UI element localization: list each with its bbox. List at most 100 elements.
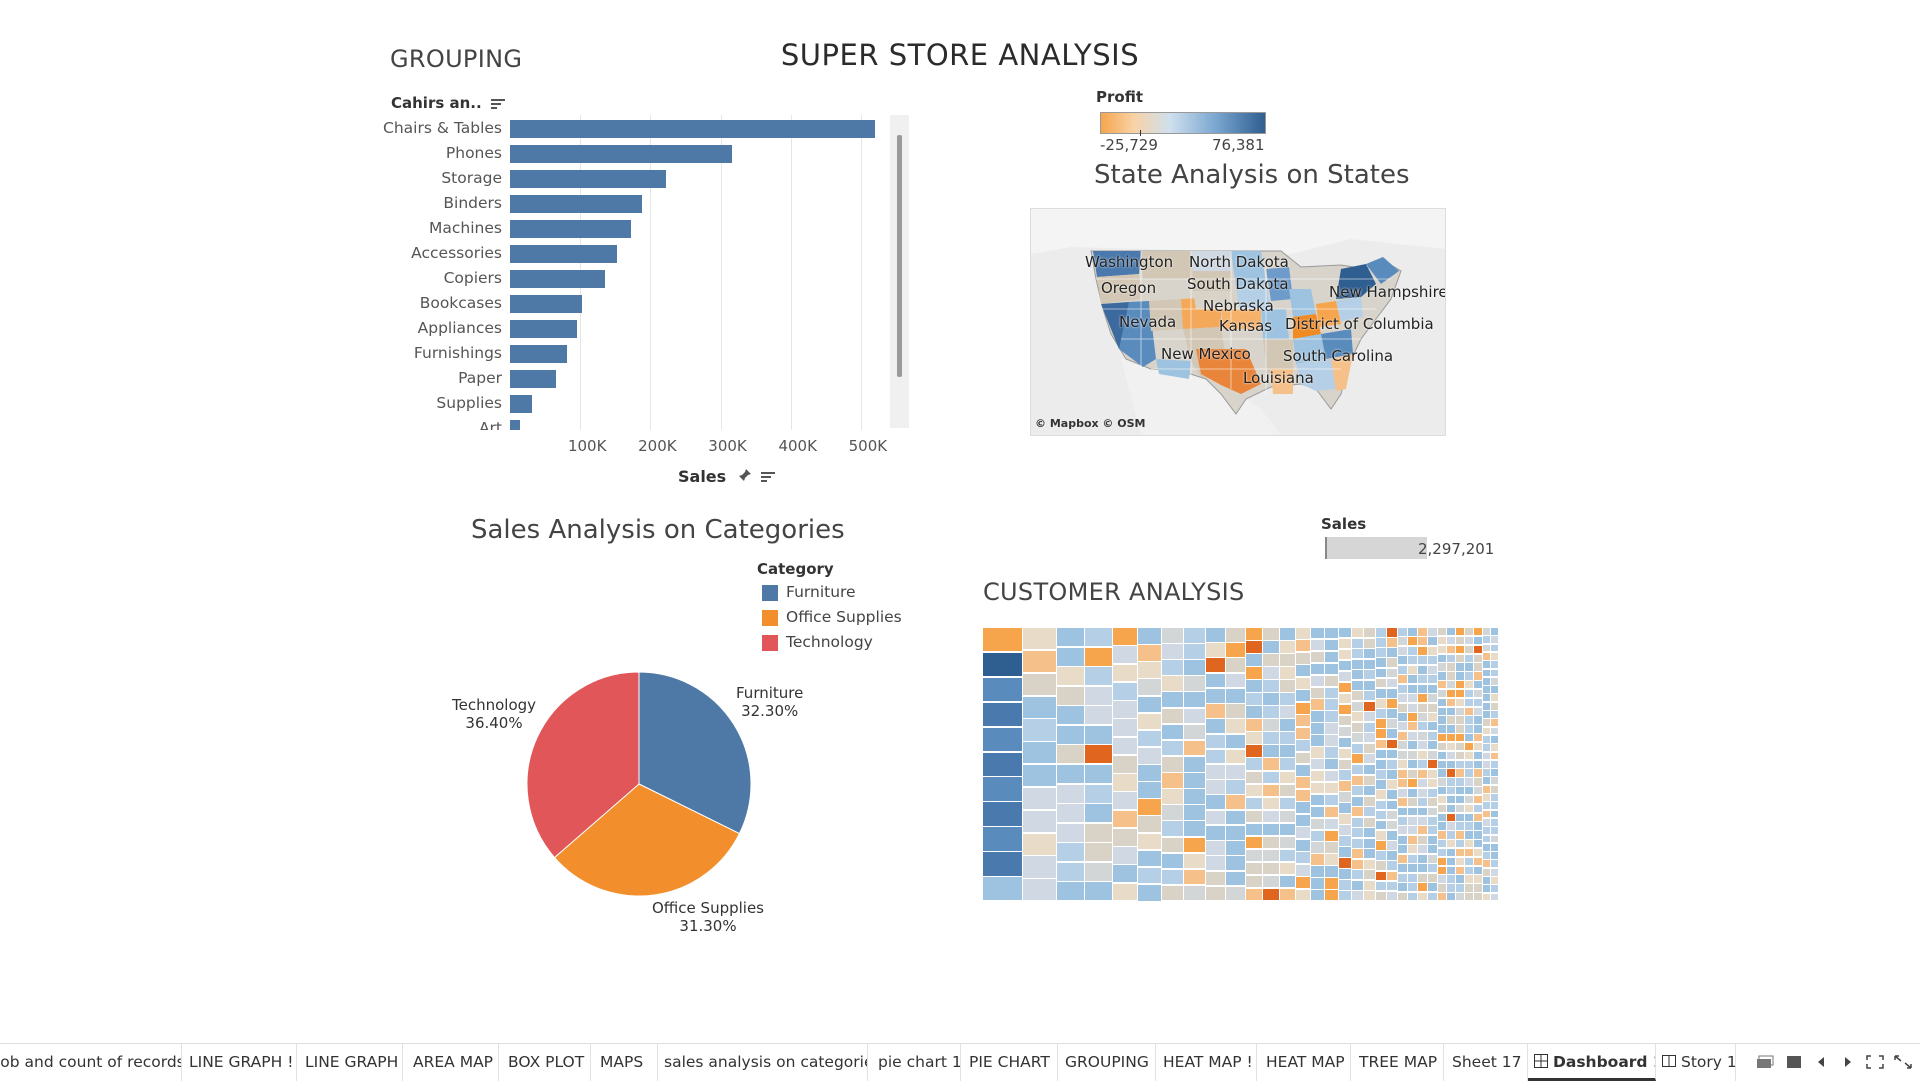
profit-color-ramp[interactable] — [1100, 112, 1266, 134]
treemap-cell[interactable] — [1280, 693, 1295, 705]
treemap-cell[interactable] — [1408, 656, 1417, 664]
treemap-cell[interactable] — [1491, 645, 1498, 652]
treemap-cell[interactable] — [1408, 741, 1417, 749]
treemap-cell[interactable] — [1387, 699, 1397, 708]
treemap-cell[interactable] — [1428, 741, 1437, 749]
treemap-cell[interactable] — [1352, 849, 1363, 858]
treemap-cell[interactable] — [1418, 704, 1427, 712]
treemap-cell[interactable] — [1325, 854, 1338, 864]
treemap-cell[interactable] — [1339, 694, 1351, 703]
treemap-cell[interactable] — [1447, 752, 1455, 759]
treemap-cell[interactable] — [1325, 735, 1338, 745]
treemap-cell[interactable] — [1438, 637, 1446, 644]
treemap-cell[interactable] — [1376, 740, 1386, 749]
treemap-cell[interactable] — [1474, 761, 1482, 768]
treemap-cell[interactable] — [1418, 779, 1427, 787]
bar-binders[interactable] — [510, 195, 642, 213]
treemap-cell[interactable] — [1311, 771, 1324, 781]
treemap-cell[interactable] — [1376, 821, 1386, 830]
treemap-cell[interactable] — [1491, 794, 1498, 801]
treemap-cell[interactable] — [1438, 805, 1446, 812]
treemap-cell[interactable] — [1352, 839, 1363, 848]
treemap-cell[interactable] — [1162, 725, 1183, 740]
treemap-cell[interactable] — [1428, 704, 1437, 712]
treemap-cell[interactable] — [1138, 834, 1161, 850]
treemap-cell[interactable] — [1138, 731, 1161, 747]
treemap-cell[interactable] — [1226, 887, 1245, 901]
treemap-cell[interactable] — [1226, 719, 1245, 733]
tab-grouping[interactable]: GROUPING — [1058, 1044, 1156, 1081]
treemap-cell[interactable] — [1263, 719, 1279, 731]
treemap-cell[interactable] — [1226, 643, 1245, 657]
treemap-cell[interactable] — [1428, 751, 1437, 759]
treemap-cell[interactable] — [1162, 838, 1183, 853]
treemap-cell[interactable] — [1246, 889, 1262, 901]
treemap-cell[interactable] — [1184, 676, 1205, 691]
treemap-cell[interactable] — [1398, 713, 1407, 721]
treemap-cell[interactable] — [1339, 880, 1351, 889]
treemap-cell[interactable] — [1352, 818, 1363, 827]
treemap-cell[interactable] — [1483, 827, 1490, 834]
treemap-cell[interactable] — [1226, 704, 1245, 718]
treemap-cell[interactable] — [1138, 868, 1161, 884]
treemap-cell[interactable] — [1339, 749, 1351, 758]
treemap-cell[interactable] — [1447, 725, 1455, 732]
treemap-cell[interactable] — [1023, 674, 1056, 695]
treemap-cell[interactable] — [1339, 661, 1351, 670]
treemap-cell[interactable] — [1184, 805, 1205, 820]
treemap-cell[interactable] — [1418, 826, 1427, 834]
treemap-cell[interactable] — [1456, 787, 1464, 794]
treemap-cell[interactable] — [1408, 732, 1417, 740]
treemap-cell[interactable] — [1491, 844, 1498, 851]
treemap-cell[interactable] — [1138, 885, 1161, 901]
treemap-cell[interactable] — [1465, 884, 1473, 891]
treemap-cell[interactable] — [983, 777, 1022, 800]
treemap-cell[interactable] — [1465, 752, 1473, 759]
treemap-cell[interactable] — [1113, 865, 1137, 882]
treemap-cell[interactable] — [1408, 722, 1417, 730]
treemap-cell[interactable] — [1398, 874, 1407, 882]
treemap-cell[interactable] — [1339, 760, 1351, 769]
treemap-cell[interactable] — [1246, 824, 1262, 836]
treemap-cell[interactable] — [1113, 683, 1137, 700]
treemap-cell[interactable] — [1408, 685, 1417, 693]
treemap-cell[interactable] — [1376, 790, 1386, 799]
treemap-cell[interactable] — [1376, 638, 1386, 647]
treemap-cell[interactable] — [1057, 804, 1084, 822]
treemap-cell[interactable] — [1296, 715, 1310, 726]
treemap-cell[interactable] — [1438, 814, 1446, 821]
tab-area-map[interactable]: AREA MAP — [403, 1044, 499, 1081]
treemap-cell[interactable] — [1491, 636, 1498, 643]
treemap-cell[interactable] — [1387, 831, 1397, 840]
treemap-cell[interactable] — [1057, 882, 1084, 900]
bar-bookcases[interactable] — [510, 295, 582, 313]
treemap-cell[interactable] — [1408, 713, 1417, 721]
bar-category-label[interactable]: Binders — [320, 194, 502, 212]
treemap-cell[interactable] — [1491, 869, 1498, 876]
treemap-cell[interactable] — [1162, 709, 1183, 724]
fit-screen-icon[interactable] — [1866, 1054, 1884, 1073]
treemap-cell[interactable] — [1280, 837, 1295, 849]
treemap-cell[interactable] — [1474, 867, 1482, 874]
treemap-cell[interactable] — [1465, 875, 1473, 882]
treemap-cell[interactable] — [1438, 655, 1446, 662]
treemap-cell[interactable] — [1474, 725, 1482, 732]
treemap-cell[interactable] — [1296, 653, 1310, 664]
treemap-cell[interactable] — [983, 852, 1022, 875]
treemap-cell[interactable] — [1376, 770, 1386, 779]
treemap-cell[interactable] — [1398, 722, 1407, 730]
treemap-cell[interactable] — [1311, 866, 1324, 876]
treemap-cell[interactable] — [1491, 827, 1498, 834]
treemap-cell[interactable] — [1280, 798, 1295, 810]
treemap-cell[interactable] — [1447, 814, 1455, 821]
treemap-cell[interactable] — [1465, 814, 1473, 821]
treemap-cell[interactable] — [1438, 849, 1446, 856]
treemap-cell[interactable] — [1206, 856, 1225, 870]
treemap-cell[interactable] — [1418, 883, 1427, 891]
treemap-cell[interactable] — [1057, 648, 1084, 666]
treemap-cell[interactable] — [1376, 841, 1386, 850]
treemap-cell[interactable] — [1138, 697, 1161, 713]
treemap-cell[interactable] — [1184, 838, 1205, 853]
treemap-cell[interactable] — [1491, 819, 1498, 826]
treemap-cell[interactable] — [1456, 867, 1464, 874]
